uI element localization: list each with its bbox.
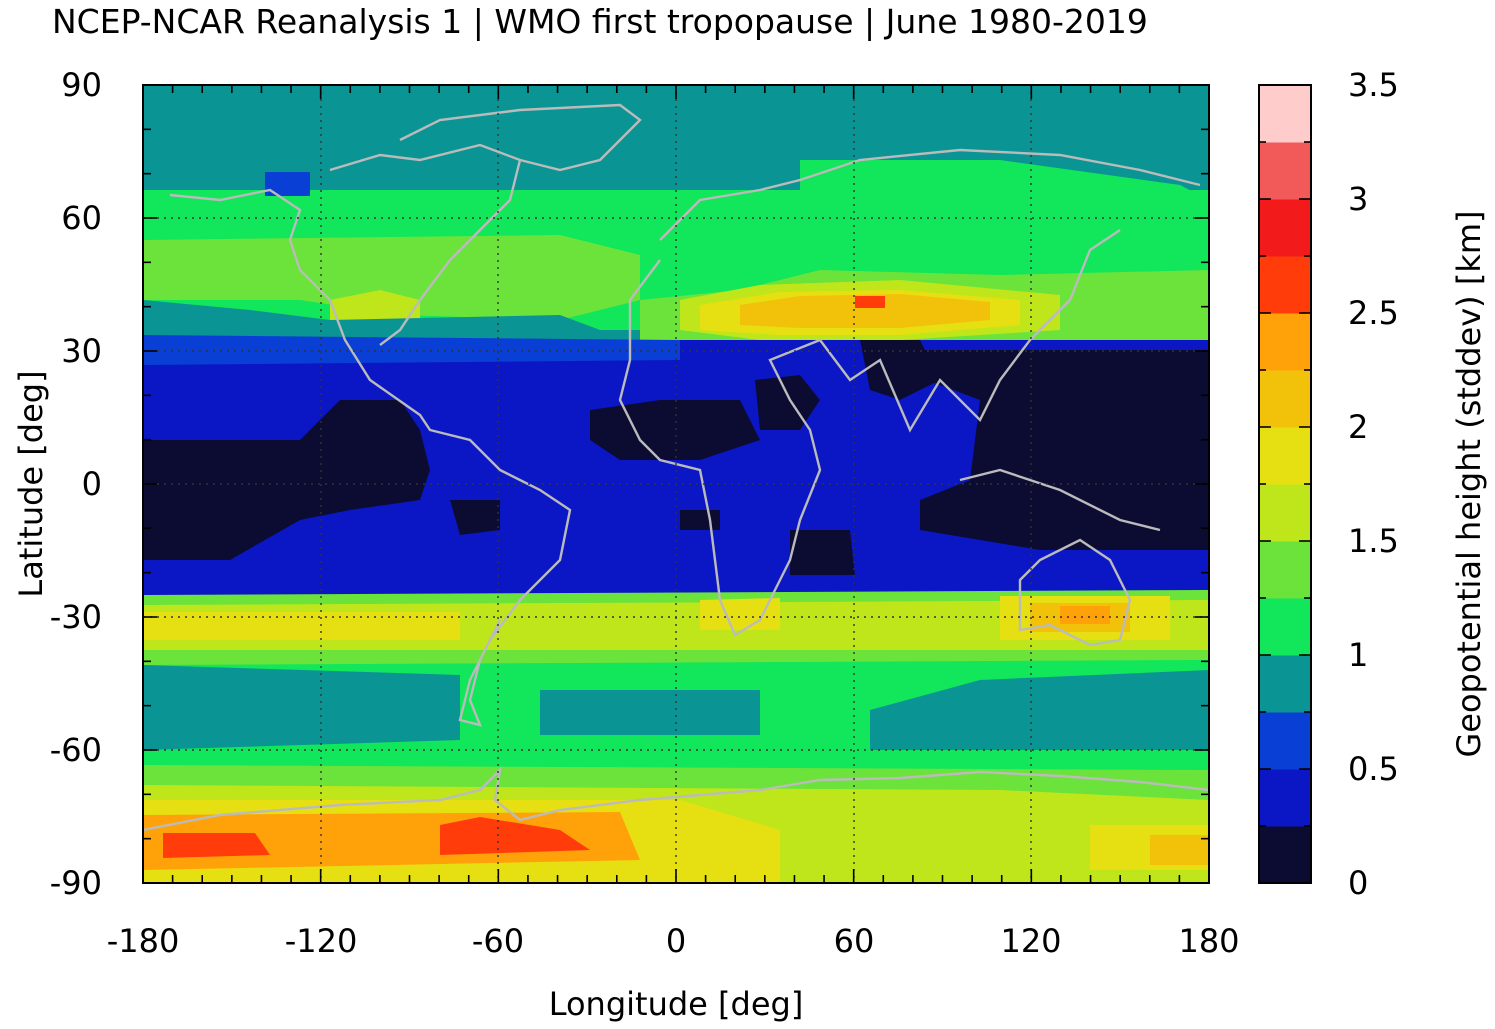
- colorbar-swatch: [1259, 313, 1311, 371]
- x-tick-label: -180: [107, 922, 180, 960]
- map-title: NCEP-NCAR Reanalysis 1 | WMO first tropo…: [52, 2, 1148, 41]
- colorbar-tick-label: 0.5: [1348, 750, 1399, 788]
- colorbar-swatch: [1259, 655, 1311, 713]
- coastline-outline: [143, 103, 1209, 832]
- x-axis-tick-labels: -180 -120 -60 0 60 120 180: [107, 922, 1240, 960]
- colorbar-swatch: [1259, 370, 1311, 428]
- colorbar-swatch: [1259, 142, 1311, 200]
- colorbar-swatch: [1259, 256, 1311, 314]
- y-tick-label: -90: [50, 864, 102, 902]
- colorbar-tick-label: 0: [1348, 864, 1368, 902]
- y-axis-tick-labels: 90 60 30 0 -30 -60 -90: [50, 66, 102, 902]
- y-tick-label: 90: [61, 66, 102, 104]
- x-tick-label: -60: [472, 922, 524, 960]
- colorbar-ticks: [1259, 84, 1311, 884]
- colorbar-tick-label: 2: [1348, 408, 1368, 446]
- y-axis-label: Latitude [deg]: [12, 370, 50, 597]
- axis-ticks: [142, 84, 1210, 884]
- colorbar-swatch: [1259, 427, 1311, 485]
- colorbar-tick-label: 3.5: [1348, 66, 1399, 104]
- colorbar-swatch: [1259, 712, 1311, 770]
- colorbar-tick-label: 2.5: [1348, 294, 1399, 332]
- colorbar-swatch: [1259, 85, 1311, 143]
- x-tick-label: 180: [1178, 922, 1239, 960]
- colorbar-swatch: [1259, 199, 1311, 257]
- y-tick-label: 0: [82, 465, 102, 503]
- y-tick-label: -60: [50, 731, 102, 769]
- colorbar-tick-label: 1: [1348, 636, 1368, 674]
- colorbar-label: Geopotential height (stddev) [km]: [1450, 210, 1488, 757]
- colorbar-swatch: [1259, 598, 1311, 656]
- y-tick-label: 30: [61, 332, 102, 370]
- colorbar-swatch: [1259, 484, 1311, 542]
- colorbar-tick-labels: 0 0.5 1 1.5 2 2.5 3 3.5: [1348, 66, 1399, 902]
- y-tick-label: -30: [50, 598, 102, 636]
- x-tick-label: -120: [285, 922, 358, 960]
- map-grid: [143, 85, 1209, 883]
- field-minimum-maritime: [880, 350, 1209, 550]
- y-tick-label: 60: [61, 199, 102, 237]
- field-minimum-pacific: [143, 400, 430, 560]
- x-tick-label: 60: [834, 922, 875, 960]
- colorbar-swatch: [1259, 826, 1311, 884]
- map-field: [143, 85, 1209, 883]
- colorbar-swatch: [1259, 769, 1311, 827]
- colorbar-tick-label: 3: [1348, 180, 1368, 218]
- colorbar-tick-label: 1.5: [1348, 522, 1399, 560]
- x-tick-label: 120: [1000, 922, 1061, 960]
- x-tick-label: 0: [666, 922, 686, 960]
- colorbar-swatch: [1259, 541, 1311, 599]
- colorbar: [1259, 85, 1311, 884]
- x-axis-label: Longitude [deg]: [549, 985, 804, 1023]
